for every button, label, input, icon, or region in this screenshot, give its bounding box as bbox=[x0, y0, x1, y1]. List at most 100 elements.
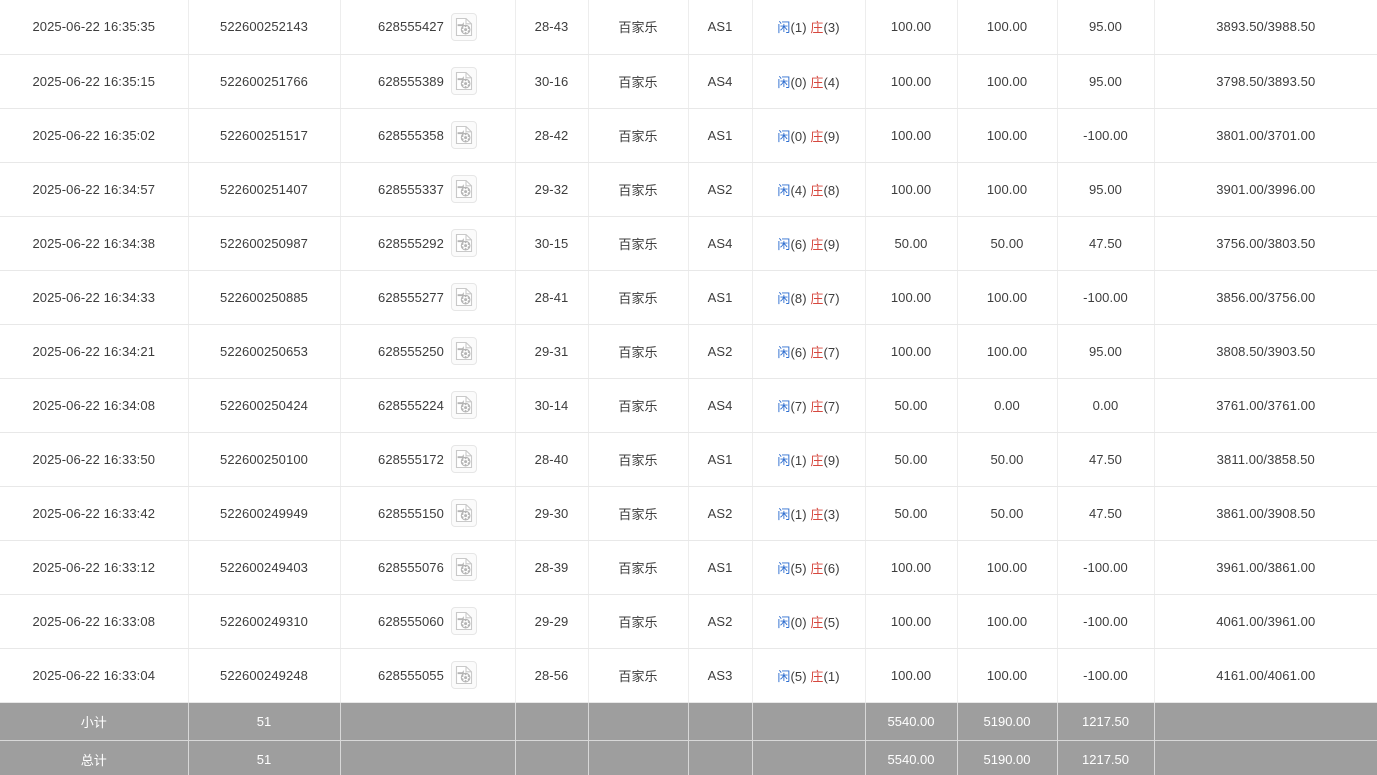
media-placeholder-icon[interactable] bbox=[450, 337, 477, 365]
table-row[interactable]: 2025-06-22 16:33:08 522600249310 628555060… bbox=[0, 594, 1377, 649]
cell-bet-detail: 闲(6) 庄(7) bbox=[752, 324, 866, 379]
cell-win-loss: 47.50 bbox=[1057, 486, 1155, 541]
cell-seat: AS1 bbox=[688, 0, 753, 55]
cell-order-number: 522600250424 bbox=[188, 378, 341, 433]
cell-win-loss: 0.00 bbox=[1057, 378, 1155, 433]
media-placeholder-icon[interactable] bbox=[450, 121, 477, 149]
bet-player-value: (6) bbox=[790, 236, 807, 252]
table-row[interactable]: 2025-06-22 16:33:50 522600250100 628555172… bbox=[0, 432, 1377, 487]
summary-table-number bbox=[515, 702, 589, 741]
cell-game-name: 百家乐 bbox=[588, 378, 689, 433]
cell-table-number: 28-39 bbox=[515, 540, 589, 595]
cell-valid-amount: 0.00 bbox=[957, 378, 1058, 433]
table-row[interactable]: 2025-06-22 16:34:08 522600250424 628555224… bbox=[0, 378, 1377, 433]
cell-seat: AS1 bbox=[688, 432, 753, 487]
media-placeholder-icon[interactable] bbox=[450, 12, 477, 41]
cell-bet-amount: 50.00 bbox=[865, 378, 958, 433]
table-row[interactable]: 2025-06-22 16:34:38 522600250987 628555292… bbox=[0, 216, 1377, 271]
bet-banker-label: 庄 bbox=[810, 236, 824, 252]
cell-table-number: 29-31 bbox=[515, 324, 589, 379]
summary-label: 总计 bbox=[0, 740, 189, 775]
bet-banker-label: 庄 bbox=[810, 290, 824, 306]
cell-balance: 4161.00/4061.00 bbox=[1154, 648, 1377, 703]
cell-game-name: 百家乐 bbox=[588, 486, 689, 541]
cell-round-number: 628555076 bbox=[340, 540, 516, 595]
table-row[interactable]: 2025-06-22 16:34:57 522600251407 628555337… bbox=[0, 162, 1377, 217]
cell-bet-time: 2025-06-22 16:33:12 bbox=[0, 540, 189, 595]
summary-bet-amount: 5540.00 bbox=[865, 702, 958, 741]
bet-player-value: (0) bbox=[790, 128, 807, 144]
bet-player-label: 闲 bbox=[777, 128, 791, 144]
cell-seat: AS4 bbox=[688, 54, 753, 109]
table-row[interactable]: 2025-06-22 16:33:42 522600249949 628555150… bbox=[0, 486, 1377, 541]
bet-player-label: 闲 bbox=[777, 20, 791, 36]
table-row[interactable]: 2025-06-22 16:34:21 522600250653 628555250… bbox=[0, 324, 1377, 379]
table-row[interactable]: 2025-06-22 16:33:12 522600249403 628555076… bbox=[0, 540, 1377, 595]
cell-game-name: 百家乐 bbox=[588, 432, 689, 487]
bet-player-label: 闲 bbox=[777, 290, 791, 306]
round-number-text: 628555150 bbox=[378, 505, 444, 521]
bet-player-label: 闲 bbox=[777, 560, 791, 576]
summary-table-number bbox=[515, 740, 589, 775]
cell-bet-amount: 100.00 bbox=[865, 594, 958, 649]
cell-order-number: 522600250987 bbox=[188, 216, 341, 271]
summary-row: 总计 51 5540.00 5190.00 1217.50 bbox=[0, 740, 1377, 775]
bet-player-value: (1) bbox=[790, 506, 807, 522]
media-placeholder-icon[interactable] bbox=[450, 67, 477, 95]
cell-win-loss: 95.00 bbox=[1057, 54, 1155, 109]
table-row[interactable]: 2025-06-22 16:35:02 522600251517 628555358… bbox=[0, 108, 1377, 163]
round-number-text: 628555337 bbox=[378, 181, 444, 197]
cell-order-number: 522600250653 bbox=[188, 324, 341, 379]
table-row[interactable]: 2025-06-22 16:34:33 522600250885 628555277… bbox=[0, 270, 1377, 325]
cell-seat: AS1 bbox=[688, 108, 753, 163]
bet-banker-value: (3) bbox=[823, 506, 840, 522]
summary-seat bbox=[688, 702, 753, 741]
cell-win-loss: -100.00 bbox=[1057, 648, 1155, 703]
media-placeholder-icon[interactable] bbox=[450, 445, 477, 473]
cell-balance: 3901.00/3996.00 bbox=[1154, 162, 1377, 217]
media-placeholder-icon[interactable] bbox=[450, 607, 477, 635]
table-row[interactable]: 2025-06-22 16:35:15 522600251766 628555389… bbox=[0, 54, 1377, 109]
cell-order-number: 522600250885 bbox=[188, 270, 341, 325]
bet-banker-label: 庄 bbox=[810, 452, 824, 468]
cell-valid-amount: 50.00 bbox=[957, 486, 1058, 541]
cell-bet-amount: 50.00 bbox=[865, 216, 958, 271]
cell-win-loss: 47.50 bbox=[1057, 216, 1155, 271]
cell-win-loss: 95.00 bbox=[1057, 162, 1155, 217]
media-placeholder-icon[interactable] bbox=[450, 499, 477, 527]
cell-balance: 4061.00/3961.00 bbox=[1154, 594, 1377, 649]
bet-banker-value: (7) bbox=[823, 344, 840, 360]
bet-banker-value: (9) bbox=[823, 128, 840, 144]
cell-balance: 3756.00/3803.50 bbox=[1154, 216, 1377, 271]
cell-order-number: 522600249403 bbox=[188, 540, 341, 595]
summary-count: 51 bbox=[188, 702, 341, 741]
cell-game-name: 百家乐 bbox=[588, 108, 689, 163]
media-placeholder-icon[interactable] bbox=[450, 553, 477, 581]
media-placeholder-icon[interactable] bbox=[450, 229, 477, 257]
bet-banker-value: (9) bbox=[823, 236, 840, 252]
cell-bet-detail: 闲(8) 庄(7) bbox=[752, 270, 866, 325]
media-placeholder-icon[interactable] bbox=[450, 391, 477, 419]
cell-game-name: 百家乐 bbox=[588, 54, 689, 109]
round-number-text: 628555224 bbox=[378, 397, 444, 413]
cell-order-number: 522600250100 bbox=[188, 432, 341, 487]
cell-seat: AS1 bbox=[688, 540, 753, 595]
cell-win-loss: 47.50 bbox=[1057, 432, 1155, 487]
media-placeholder-icon[interactable] bbox=[450, 661, 477, 689]
cell-valid-amount: 100.00 bbox=[957, 648, 1058, 703]
media-placeholder-icon[interactable] bbox=[450, 283, 477, 311]
cell-bet-detail: 闲(1) 庄(9) bbox=[752, 432, 866, 487]
cell-valid-amount: 100.00 bbox=[957, 108, 1058, 163]
round-number-text: 628555250 bbox=[378, 343, 444, 359]
cell-round-number: 628555337 bbox=[340, 162, 516, 217]
cell-bet-detail: 闲(5) 庄(6) bbox=[752, 540, 866, 595]
media-placeholder-icon[interactable] bbox=[450, 175, 477, 203]
cell-valid-amount: 100.00 bbox=[957, 0, 1058, 55]
cell-bet-time: 2025-06-22 16:34:33 bbox=[0, 270, 189, 325]
summary-label: 小计 bbox=[0, 702, 189, 741]
cell-balance: 3798.50/3893.50 bbox=[1154, 54, 1377, 109]
table-row[interactable]: 2025-06-22 16:33:04 522600249248 628555055… bbox=[0, 648, 1377, 703]
bet-banker-label: 庄 bbox=[810, 506, 824, 522]
cell-game-name: 百家乐 bbox=[588, 270, 689, 325]
table-row[interactable]: 2025-06-22 16:35:35 522600252143 628555427… bbox=[0, 0, 1377, 55]
